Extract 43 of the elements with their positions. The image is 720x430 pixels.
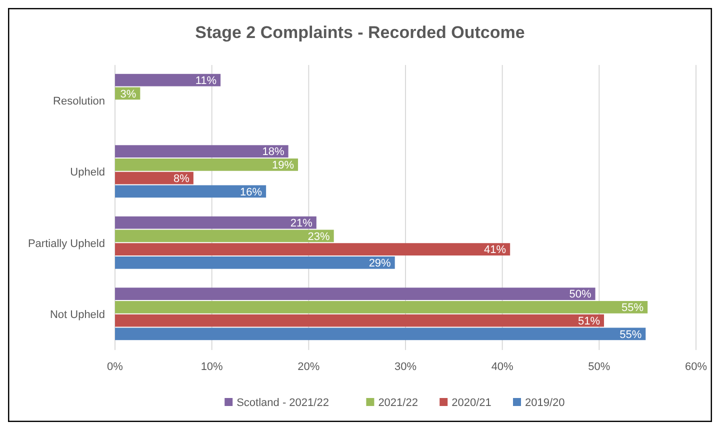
y-tick-label: Not Upheld xyxy=(50,309,105,322)
bar xyxy=(115,230,334,242)
bar xyxy=(115,288,596,300)
legend-label: 2020/21 xyxy=(452,396,492,409)
bar xyxy=(115,185,266,198)
legend-label: 2019/20 xyxy=(525,396,565,409)
bar xyxy=(115,172,194,184)
bar xyxy=(115,328,646,340)
y-tick-label: Resolution xyxy=(53,95,105,108)
data-label: 16% xyxy=(240,186,262,198)
data-label: 41% xyxy=(484,244,506,256)
bar xyxy=(115,314,604,327)
bar xyxy=(115,256,395,269)
bar xyxy=(115,216,316,229)
x-tick-label: 60% xyxy=(684,361,708,373)
data-label: 11% xyxy=(195,74,217,87)
data-label: 55% xyxy=(620,328,642,341)
legend-label: 2021/22 xyxy=(378,396,418,409)
data-label: 29% xyxy=(368,258,392,270)
data-label: 19% xyxy=(272,160,294,172)
x-tick-label: 50% xyxy=(588,361,610,373)
data-label: 18% xyxy=(262,146,285,158)
x-tick-label: 0% xyxy=(107,361,124,373)
y-tick-label: Partially Upheld xyxy=(28,238,105,250)
bar xyxy=(115,243,510,256)
x-tick-label: 40% xyxy=(491,361,514,373)
data-label: 3% xyxy=(120,88,136,100)
bar xyxy=(115,145,288,158)
data-label: 50% xyxy=(569,288,592,301)
legend-label: Scotland - 2021/22 xyxy=(236,396,329,409)
x-tick-label: 20% xyxy=(298,361,320,373)
chart-title: Stage 2 Complaints - Recorded Outcome xyxy=(195,23,525,42)
data-label: 55% xyxy=(622,302,644,314)
bar xyxy=(115,74,221,86)
data-label: 23% xyxy=(308,230,330,243)
y-tick-label: Upheld xyxy=(70,166,105,179)
bar xyxy=(115,301,648,314)
data-label: 21% xyxy=(290,217,313,230)
x-tick-label: 10% xyxy=(200,361,224,373)
data-label: 8% xyxy=(174,172,190,185)
data-label: 51% xyxy=(578,315,600,328)
x-tick-label: 30% xyxy=(394,361,417,373)
bar xyxy=(115,158,298,171)
